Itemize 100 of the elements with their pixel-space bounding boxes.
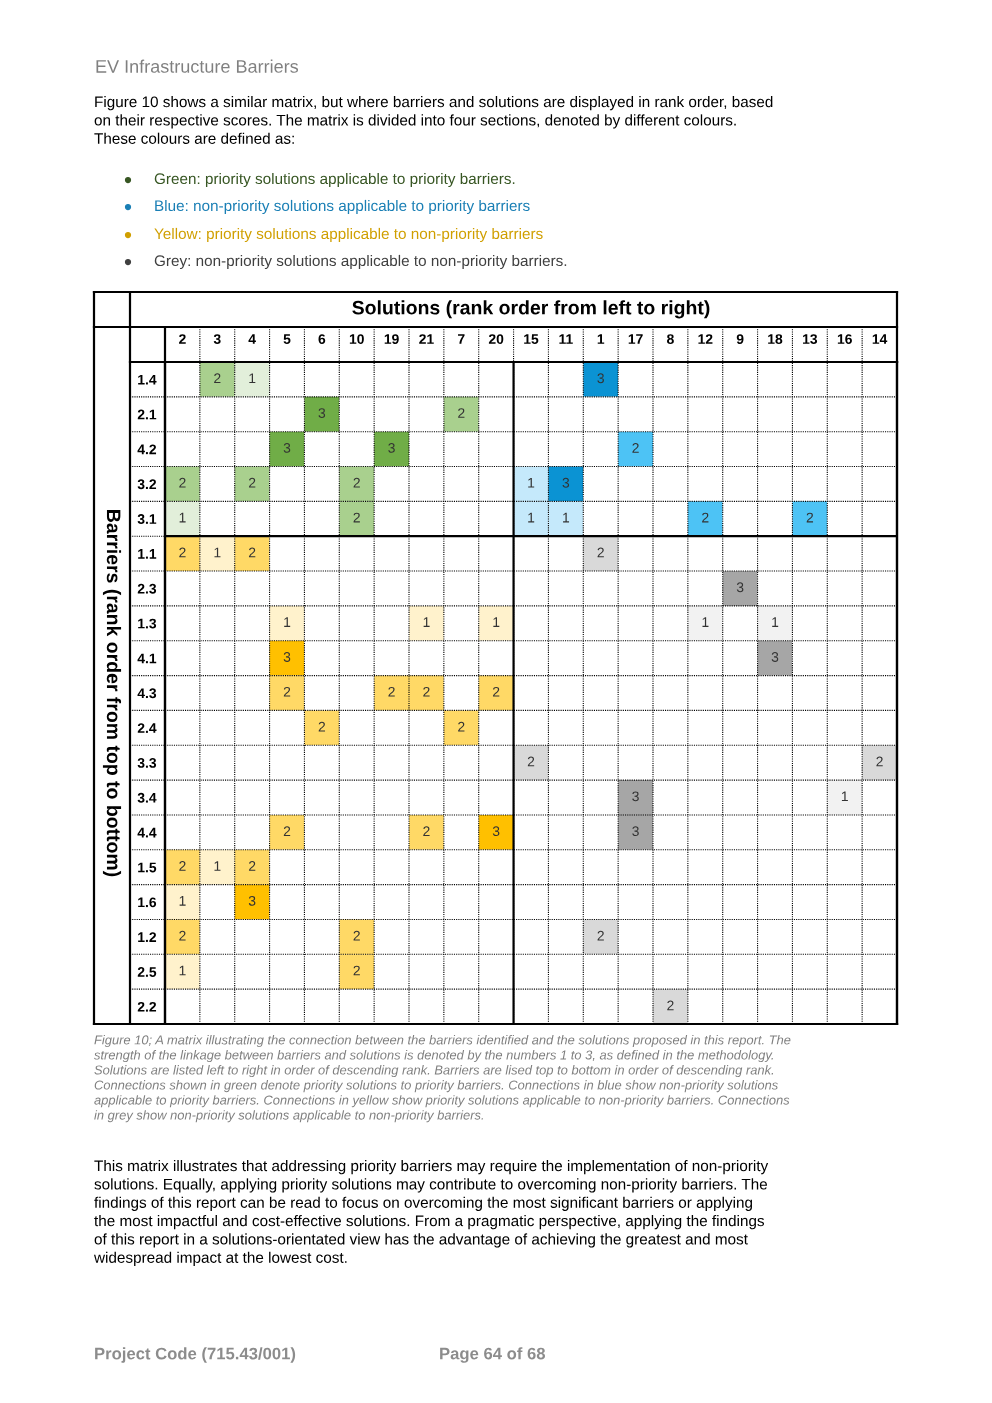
x-tick-label: 1 [597, 334, 605, 344]
data-label: 2 [353, 512, 360, 523]
data-label: 3 [632, 826, 639, 837]
x-tick-label: 17 [628, 334, 643, 344]
chart-title: EV Infrastructure Barriers [96, 59, 299, 73]
x-tick-label: 3 [213, 334, 221, 344]
data-label: 1 [179, 512, 186, 523]
y-tick-label: 3.3 [137, 758, 157, 768]
x-tick-label: 13 [803, 334, 818, 344]
data-label: 2 [702, 512, 709, 523]
data-label: 2 [248, 861, 256, 871]
x-tick-label: 21 [419, 334, 434, 344]
x-tick-label: 16 [837, 334, 852, 344]
y-tick-label: 2.3 [137, 583, 157, 594]
text: Page 64 of 68 [440, 1347, 546, 1363]
x-tick-label: 10 [349, 334, 364, 344]
chart-subtitle: Figure 10 shows a similar matrix, but where barriers and solutions are displayed in rank order, based on their respective scores. The matrix is divided into four sections, denoted by different colours. These colours are defined as: [94, 96, 773, 144]
data-label: 3 [736, 582, 744, 593]
data-label: 1 [493, 617, 500, 627]
x-tick-label: 7 [458, 334, 465, 344]
y-tick-label: 3.2 [137, 479, 157, 490]
data-label: 2 [283, 826, 291, 836]
y-tick-label: 2.1 [137, 409, 157, 420]
x-tick-label: 9 [736, 334, 744, 344]
data-label: 3 [283, 443, 291, 453]
data-label: 2 [248, 477, 256, 488]
data-label: 1 [528, 477, 535, 488]
data-label: 2 [597, 930, 604, 941]
data-label: 1 [528, 512, 535, 523]
x-tick-label: 19 [384, 334, 399, 344]
data-label: 2 [597, 547, 604, 558]
x-tick-label: 18 [768, 334, 783, 344]
data-label: 1 [702, 617, 709, 627]
y-tick-label: 1.5 [138, 862, 157, 873]
data-label: 2 [492, 686, 500, 697]
data-label: 3 [632, 791, 639, 802]
data-label: 2 [527, 756, 535, 767]
data-label: 1 [214, 861, 221, 871]
x-tick-label: 8 [667, 334, 674, 344]
y-tick-label: 1.6 [138, 897, 157, 908]
x-tick-label: 12 [698, 334, 713, 344]
y-tick-label: 1.4 [138, 374, 157, 385]
data-label: 2 [458, 721, 465, 732]
data-label: 3 [492, 826, 500, 837]
y-axis-title: Barriers (rank order from top to bottom) [102, 510, 122, 877]
y-tick-label: 1.2 [138, 932, 157, 942]
data-label: 2 [353, 930, 360, 941]
y-tick-label: 4.2 [137, 444, 157, 455]
data-label: 3 [597, 373, 604, 384]
data-label: 2 [179, 547, 186, 558]
data-label: 2 [248, 547, 256, 558]
data-label: 1 [179, 965, 186, 976]
data-label: 2 [353, 477, 360, 488]
data-label: 2 [632, 443, 639, 453]
text: Project Code (715.43/001) [95, 1347, 296, 1363]
y-tick-label: 1.1 [138, 549, 157, 559]
data-label: 2 [179, 861, 186, 871]
data-label: 2 [214, 373, 221, 384]
x-tick-label: 4 [248, 334, 256, 344]
data-label: 2 [353, 965, 360, 976]
data-label: 2 [876, 756, 883, 767]
data-label: 2 [667, 1000, 674, 1011]
text: Blue: non-priority solutions applicable to priority barriers [155, 199, 530, 215]
data-label: 3 [388, 443, 395, 453]
text: This matrix illustrates that addressing priority barriers may require the implementation of non-priority solutions. Equally, applying priority solutions may contribute to overcoming non-priority barriers. The findings of this report can be read to focus on overcoming the most significant barriers or applying the most impactful and cost-effective solutions. From a pragmatic perspective, applying the findings of this report in a solutions-orientated view has the advantage of achieving the greatest and most widespread impact at the lowest cost. [93, 1160, 769, 1266]
data-label: 2 [458, 408, 465, 418]
data-label: 2 [179, 930, 186, 941]
x-tick-label: 20 [488, 334, 504, 344]
y-tick-label: 1.3 [138, 618, 157, 629]
x-axis-title: Solutions (rank order from left to right) [352, 300, 710, 319]
data-label: 3 [562, 477, 570, 488]
data-label: 3 [283, 652, 291, 662]
data-label: 3 [771, 652, 779, 662]
x-tick-label: 2 [179, 334, 186, 344]
x-tick-label: 6 [318, 334, 326, 344]
y-tick-label: 2.5 [137, 967, 157, 977]
data-label: 1 [249, 373, 256, 384]
data-label: 1 [214, 547, 221, 558]
y-tick-label: 3.1 [137, 514, 157, 524]
y-tick-label: 4.4 [137, 827, 157, 838]
y-tick-label: 2.2 [137, 1001, 157, 1012]
x-tick-label: 5 [283, 334, 291, 344]
data-label: 1 [179, 896, 186, 906]
data-label: 2 [806, 512, 814, 523]
data-label: 1 [284, 617, 291, 627]
caption: Figure 10; A matrix illustrating the connection between the barriers identified and the solutions proposed in this report. The strength of the linkage between barriers and solutions is denoted by the numbers 1 to 3, as defined in the methodology. Solutions are listed left to right in order of descending rank. Barriers are lised top to bottom in order of descending rank. Connections shown in green denote priority solutions to priority barriers. Connections in blue show non-priority solutions applicable to priority barriers. Connections in yellow show priority solutions applicable to non-priority barriers. Connections in grey show non-priority solutions applicable to non-priority barriers. [94, 1035, 791, 1123]
data-label: 3 [248, 895, 256, 906]
text: Grey: non-priority solutions applicable to non-priority barriers. [154, 254, 567, 270]
text: Yellow: priority solutions applicable to non-priority barriers [154, 227, 543, 243]
data-label: 2 [179, 477, 186, 488]
y-tick-label: 2.4 [137, 723, 157, 733]
x-tick-label: 14 [872, 334, 888, 344]
y-tick-label: 3.4 [137, 792, 157, 803]
y-tick-label: 4.3 [137, 688, 157, 699]
y-tick-label: 4.1 [137, 653, 157, 664]
data-label: 1 [772, 617, 779, 627]
data-label: 1 [563, 512, 570, 523]
data-label: 2 [423, 826, 430, 836]
data-label: 3 [318, 408, 326, 418]
data-label: 2 [283, 686, 291, 697]
